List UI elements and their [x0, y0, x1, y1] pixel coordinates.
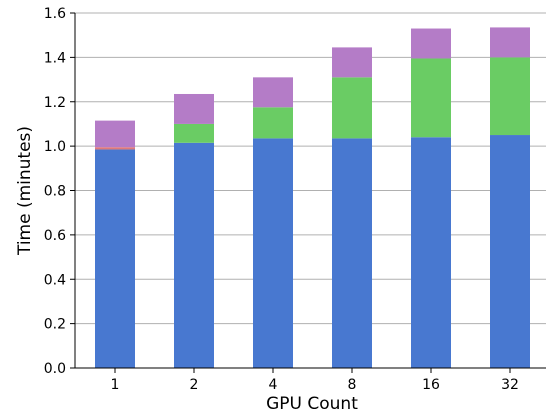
bar-segment-4 [490, 27, 530, 58]
x-axis-title: GPU Count [266, 394, 358, 413]
y-tick-label: 0.6 [44, 228, 66, 244]
y-axis-ticks: 0.0 0.2 0.4 0.6 0.8 1.0 1.2 1.4 1.6 [44, 6, 75, 377]
bar-segment-3 [490, 57, 530, 136]
x-tick-label: 16 [422, 377, 440, 393]
x-tick-label: 4 [269, 377, 278, 393]
bar-segment-3 [411, 58, 451, 138]
y-tick-label: 0.2 [44, 317, 66, 333]
bar-segment-3 [332, 77, 372, 139]
y-tick-label: 0.0 [44, 361, 66, 377]
x-tick-label: 32 [501, 377, 519, 393]
y-tick-label: 0.4 [44, 272, 66, 288]
bar-segment-1 [332, 138, 372, 368]
bar-segment-1 [411, 137, 451, 368]
bar-segment-2 [95, 147, 135, 150]
bars [95, 27, 530, 368]
bar-segment-3 [253, 107, 293, 139]
x-axis-ticks: 1 2 4 8 16 32 [111, 368, 519, 393]
x-tick-label: 2 [190, 377, 199, 393]
bar-segment-1 [490, 135, 530, 368]
bar-segment-4 [95, 120, 135, 148]
x-tick-label: 1 [111, 377, 120, 393]
gridlines [75, 12, 546, 325]
y-tick-label: 1.6 [44, 6, 66, 22]
y-tick-label: 1.0 [44, 139, 66, 155]
bar-segment-4 [411, 28, 451, 59]
bar-segment-1 [174, 142, 214, 368]
bar-segment-4 [332, 47, 372, 78]
y-tick-label: 0.8 [44, 184, 66, 200]
y-axis-title: Time (minutes) [15, 126, 35, 256]
y-tick-label: 1.4 [44, 50, 66, 66]
bar-segment-4 [253, 77, 293, 108]
x-tick-label: 8 [348, 377, 357, 393]
bar-segment-3 [174, 123, 214, 143]
y-tick-label: 1.2 [44, 95, 66, 111]
bar-segment-1 [253, 138, 293, 368]
bar-segment-1 [95, 149, 135, 368]
bar-segment-4 [174, 93, 214, 124]
